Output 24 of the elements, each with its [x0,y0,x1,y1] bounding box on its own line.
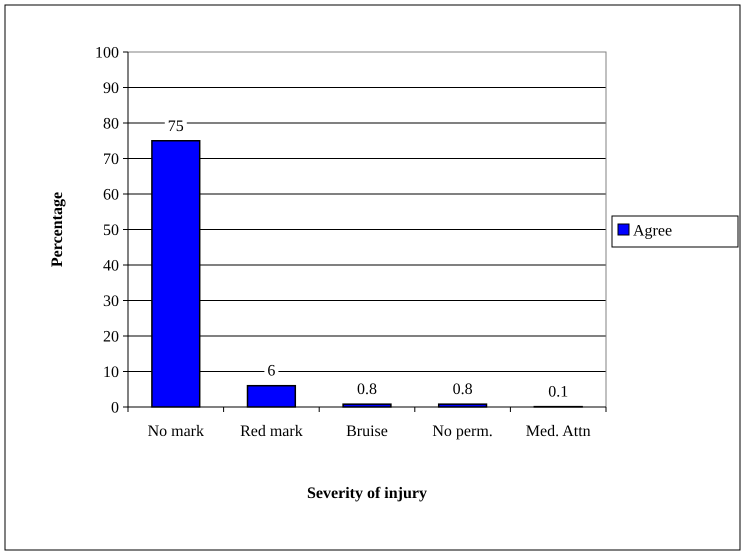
legend-label: Agree [633,222,672,240]
x-tick-label: Red mark [240,423,303,440]
y-tick-label: 60 [103,186,119,204]
y-tick-label: 90 [103,80,119,98]
data-label: 75 [168,118,184,135]
x-tick-label: No perm. [432,423,493,440]
y-tick-label: 30 [103,293,119,310]
x-tick-label: Med. Attn [526,423,591,440]
y-tick-label: 20 [103,328,119,346]
y-tick-label: 70 [103,151,119,168]
data-label: 0.8 [452,381,473,398]
y-tick-label: 100 [95,44,119,62]
data-label: 0.1 [548,384,568,401]
data-label: 6 [267,362,276,380]
y-tick-label: 80 [103,116,119,133]
x-axis-title: Severity of injury [307,485,427,502]
x-tick-label: No mark [148,423,204,440]
y-axis-title: Percentage [49,192,66,268]
y-tick-label: 50 [103,222,119,240]
y-tick-label: 0 [111,400,119,417]
data-label: 0.8 [357,381,377,398]
y-tick-label: 40 [103,258,119,275]
y-tick-label: 10 [103,364,119,382]
x-tick-label: Bruise [346,423,388,440]
